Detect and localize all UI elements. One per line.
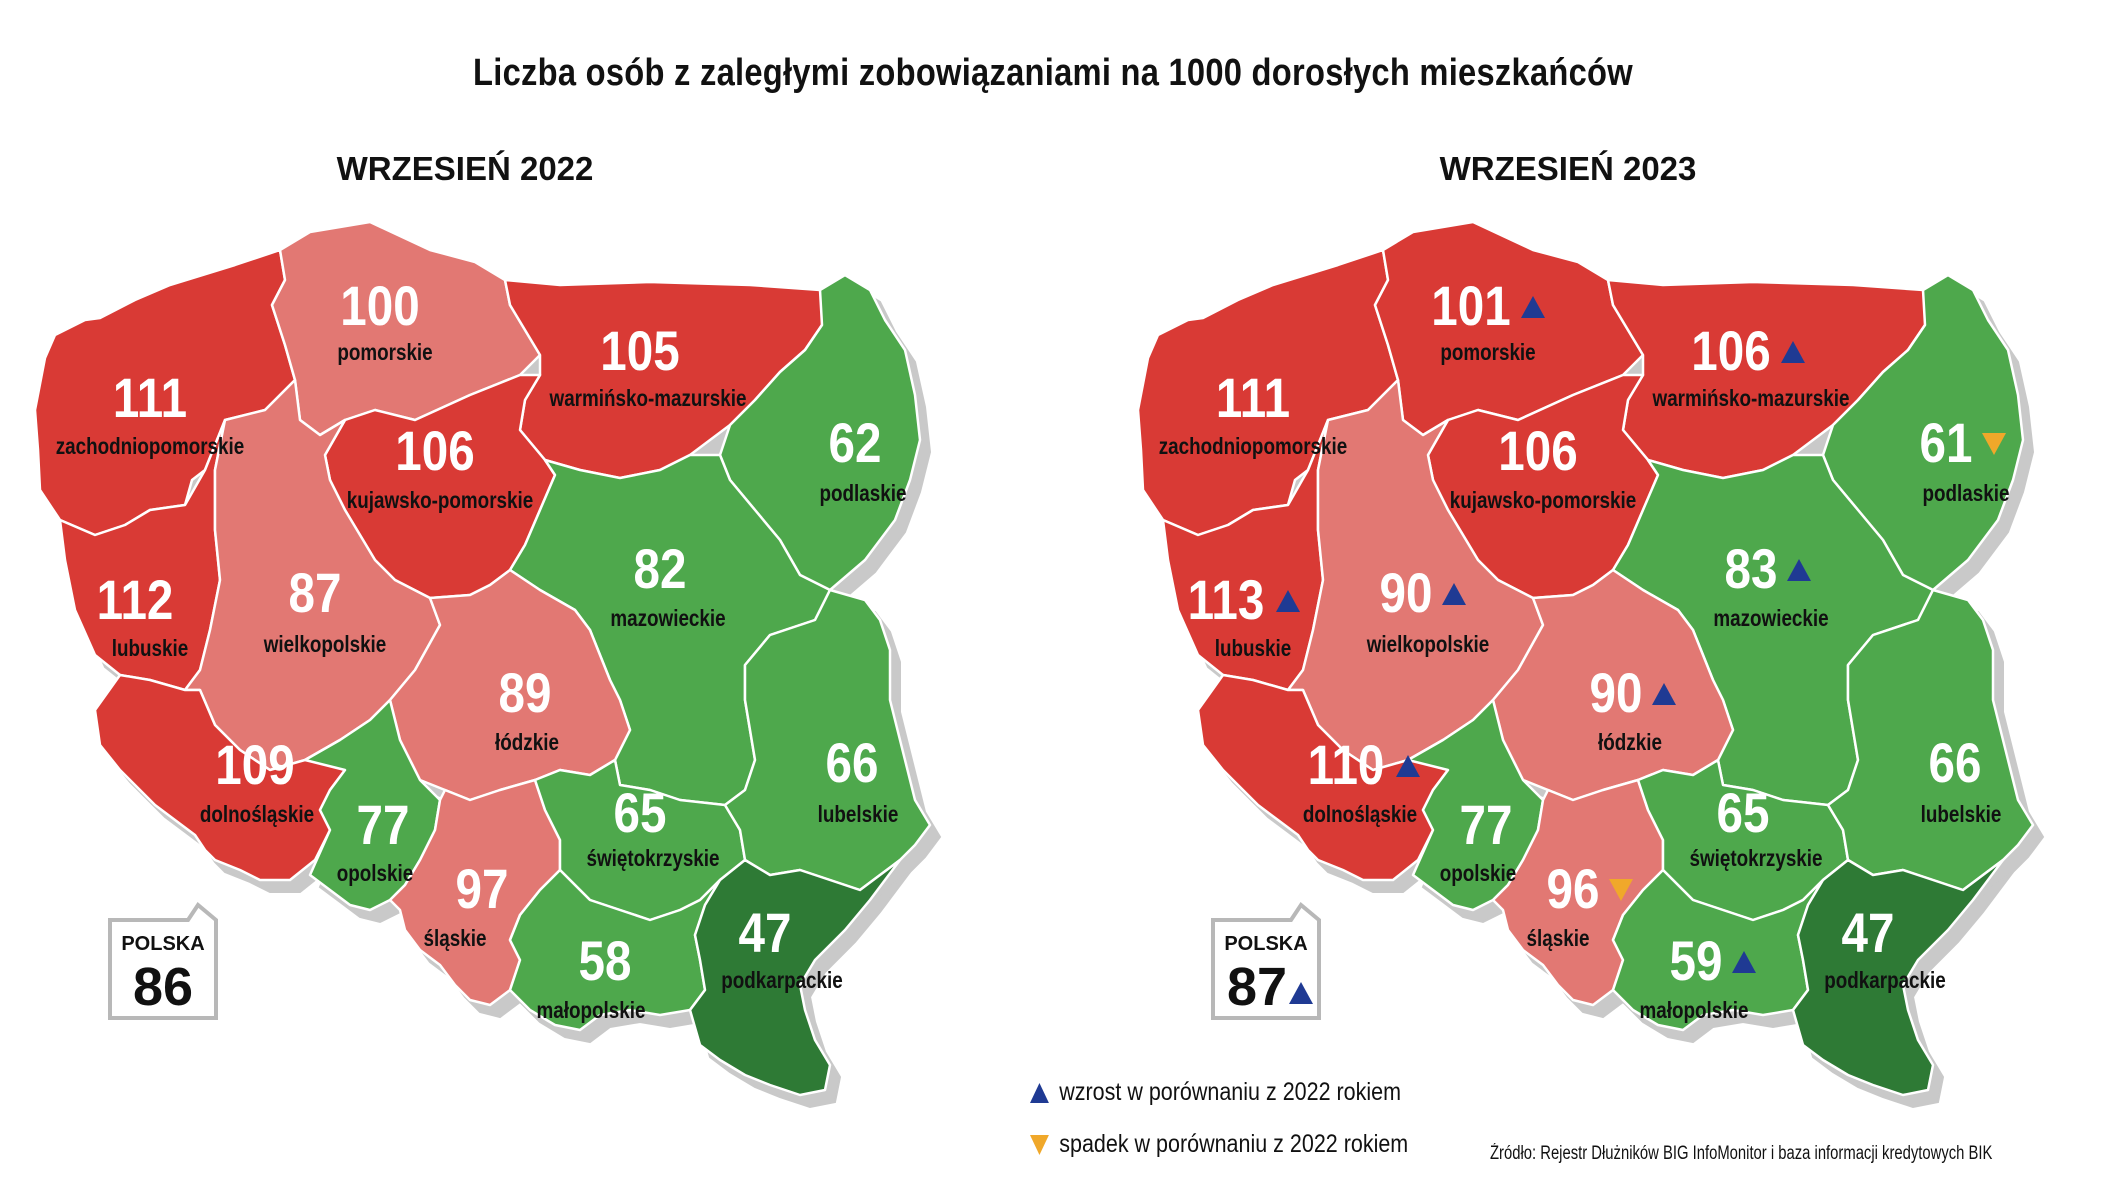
- value-zachodniopomorskie: 111: [1216, 367, 1290, 429]
- region-dolnoslaskie: [93, 673, 347, 882]
- value-lubelskie: 66: [1929, 732, 1982, 794]
- name-warminsko-mazurskie: warmińsko-mazurskie: [549, 386, 747, 411]
- name-dolnoslaskie: dolnośląskie: [1303, 802, 1417, 827]
- name-slaskie: śląskie: [1527, 926, 1590, 951]
- value-malopolskie: 59: [1670, 930, 1723, 992]
- value-lubuskie: 112: [97, 569, 174, 631]
- name-dolnoslaskie: dolnośląskie: [200, 802, 314, 827]
- map-heading-2022: WRZESIEŃ 2022: [336, 150, 594, 187]
- value-mazowieckie: 83: [1725, 538, 1778, 600]
- name-mazowieckie: mazowieckie: [610, 606, 725, 631]
- name-lubelskie: lubelskie: [818, 802, 899, 827]
- name-swietokrzyskie: świętokrzyskie: [1689, 846, 1822, 871]
- polska-value: 86: [133, 957, 193, 1017]
- name-podkarpackie: podkarpackie: [721, 968, 843, 993]
- name-lubuskie: lubuskie: [112, 636, 188, 661]
- increase-triangle-icon: [1289, 982, 1313, 1004]
- region-podkarpackie: [688, 858, 902, 1097]
- value-warminsko-mazurskie: 105: [600, 320, 679, 382]
- chart-title: Liczba osób z zaległymi zobowiązaniami n…: [473, 52, 1633, 94]
- value-podkarpackie: 47: [739, 902, 792, 964]
- decrease-triangle-icon: [1609, 879, 1633, 901]
- name-malopolskie: małopolskie: [1640, 998, 1749, 1023]
- value-wielkopolskie: 90: [1380, 562, 1433, 624]
- name-malopolskie: małopolskie: [537, 998, 646, 1023]
- name-wielkopolskie: wielkopolskie: [263, 632, 386, 657]
- name-opolskie: opolskie: [337, 861, 413, 886]
- increase-triangle-icon: [1276, 590, 1300, 612]
- value-wielkopolskie: 87: [289, 562, 342, 624]
- value-warminsko-mazurskie: 106: [1691, 320, 1770, 382]
- name-slaskie: śląskie: [424, 926, 487, 951]
- name-podkarpackie: podkarpackie: [1824, 968, 1946, 993]
- value-malopolskie: 58: [579, 930, 632, 992]
- value-pomorskie: 101: [1431, 275, 1510, 337]
- source-note: Źródło: Rejestr Dłużników BIG InfoMonito…: [1490, 1143, 1993, 1164]
- decrease-triangle-icon: [1030, 1135, 1049, 1156]
- value-opolskie: 77: [357, 794, 410, 856]
- legend-decrease-label: spadek w porównaniu z 2022 rokiem: [1059, 1130, 1409, 1158]
- name-warminsko-mazurskie: warmińsko-mazurskie: [1652, 386, 1850, 411]
- legend-increase-label: wzrost w porównaniu z 2022 rokiem: [1059, 1078, 1402, 1106]
- value-slaskie: 96: [1547, 858, 1600, 920]
- value-lubelskie: 66: [826, 732, 879, 794]
- region-podkarpackie: [1791, 858, 2005, 1097]
- name-mazowieckie: mazowieckie: [1713, 606, 1828, 631]
- value-pomorskie: 100: [340, 275, 419, 337]
- value-lodzkie: 90: [1590, 662, 1643, 724]
- name-swietokrzyskie: świętokrzyskie: [586, 846, 719, 871]
- legend-decrease: spadek w porównaniu z 2022 rokiem: [1030, 1130, 1408, 1159]
- value-dolnoslaskie: 109: [215, 734, 294, 796]
- map-1: 111 zachodniopomorskie 101 pomorskie 106 warm…: [1136, 220, 2045, 1109]
- value-kujawsko-pomorskie: 106: [1498, 420, 1577, 482]
- decrease-triangle-icon: [1982, 433, 2006, 455]
- value-mazowieckie: 82: [634, 538, 687, 600]
- increase-triangle-icon: [1652, 683, 1676, 705]
- name-zachodniopomorskie: zachodniopomorskie: [1159, 434, 1347, 459]
- name-lodzkie: łódzkie: [1598, 730, 1662, 755]
- value-zachodniopomorskie: 111: [113, 367, 187, 429]
- region-dolnoslaskie: [1196, 673, 1450, 882]
- value-swietokrzyskie: 65: [1717, 782, 1770, 844]
- name-wielkopolskie: wielkopolskie: [1366, 632, 1489, 657]
- name-opolskie: opolskie: [1440, 861, 1516, 886]
- increase-triangle-icon: [1442, 583, 1466, 605]
- increase-triangle-icon: [1781, 341, 1805, 363]
- value-dolnoslaskie: 110: [1308, 734, 1385, 796]
- increase-triangle-icon: [1396, 755, 1420, 777]
- polska-label: POLSKA: [1224, 933, 1307, 955]
- increase-triangle-icon: [1030, 1083, 1049, 1104]
- name-pomorskie: pomorskie: [337, 340, 432, 365]
- value-kujawsko-pomorskie: 106: [395, 420, 474, 482]
- increase-triangle-icon: [1732, 951, 1756, 973]
- name-lodzkie: łódzkie: [495, 730, 559, 755]
- name-pomorskie: pomorskie: [1440, 340, 1535, 365]
- increase-triangle-icon: [1521, 296, 1545, 318]
- polska-label: POLSKA: [121, 933, 204, 955]
- value-swietokrzyskie: 65: [614, 782, 667, 844]
- legend-increase: wzrost w porównaniu z 2022 rokiem: [1030, 1078, 1401, 1107]
- map-0: 111 zachodniopomorskie 100 pomorskie 105 warm…: [33, 220, 942, 1109]
- value-slaskie: 97: [456, 858, 509, 920]
- name-lubuskie: lubuskie: [1215, 636, 1291, 661]
- name-kujawsko-pomorskie: kujawsko-pomorskie: [347, 488, 533, 513]
- value-lubuskie: 113: [1188, 569, 1265, 631]
- polska-value: 87: [1227, 957, 1287, 1017]
- name-zachodniopomorskie: zachodniopomorskie: [56, 434, 244, 459]
- value-podlaskie: 61: [1920, 412, 1973, 474]
- name-lubelskie: lubelskie: [1921, 802, 2002, 827]
- name-podlaskie: podlaskie: [1923, 481, 2010, 506]
- name-kujawsko-pomorskie: kujawsko-pomorskie: [1450, 488, 1636, 513]
- value-lodzkie: 89: [499, 662, 552, 724]
- value-podkarpackie: 47: [1842, 902, 1895, 964]
- increase-triangle-icon: [1787, 559, 1811, 581]
- value-opolskie: 77: [1460, 794, 1513, 856]
- map-heading-2023: WRZESIEŃ 2023: [1439, 150, 1697, 187]
- name-podlaskie: podlaskie: [820, 481, 907, 506]
- value-podlaskie: 62: [829, 412, 882, 474]
